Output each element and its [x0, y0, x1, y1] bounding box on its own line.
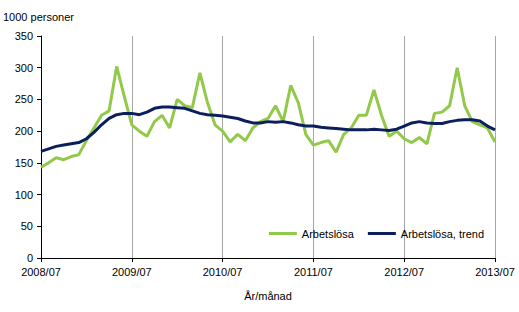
- svg-text:2008/07: 2008/07: [21, 266, 61, 278]
- svg-text:Arbetslösa, trend: Arbetslösa, trend: [401, 228, 484, 240]
- svg-text:2012/07: 2012/07: [384, 266, 424, 278]
- svg-text:350: 350: [15, 30, 33, 42]
- svg-text:200: 200: [15, 125, 33, 137]
- svg-text:2011/07: 2011/07: [294, 266, 333, 278]
- svg-text:Arbetslösa: Arbetslösa: [302, 228, 355, 240]
- svg-text:0: 0: [27, 252, 33, 264]
- svg-text:50: 50: [21, 220, 33, 232]
- svg-text:300: 300: [15, 62, 33, 74]
- svg-text:100: 100: [15, 189, 33, 201]
- svg-text:2013/07: 2013/07: [475, 266, 515, 278]
- svg-text:År/månad: År/månad: [244, 290, 292, 302]
- svg-text:150: 150: [15, 157, 33, 169]
- svg-text:2009/07: 2009/07: [112, 266, 152, 278]
- svg-text:2010/07: 2010/07: [203, 266, 243, 278]
- svg-text:250: 250: [15, 93, 33, 105]
- svg-text:1000 personer: 1000 personer: [3, 11, 74, 23]
